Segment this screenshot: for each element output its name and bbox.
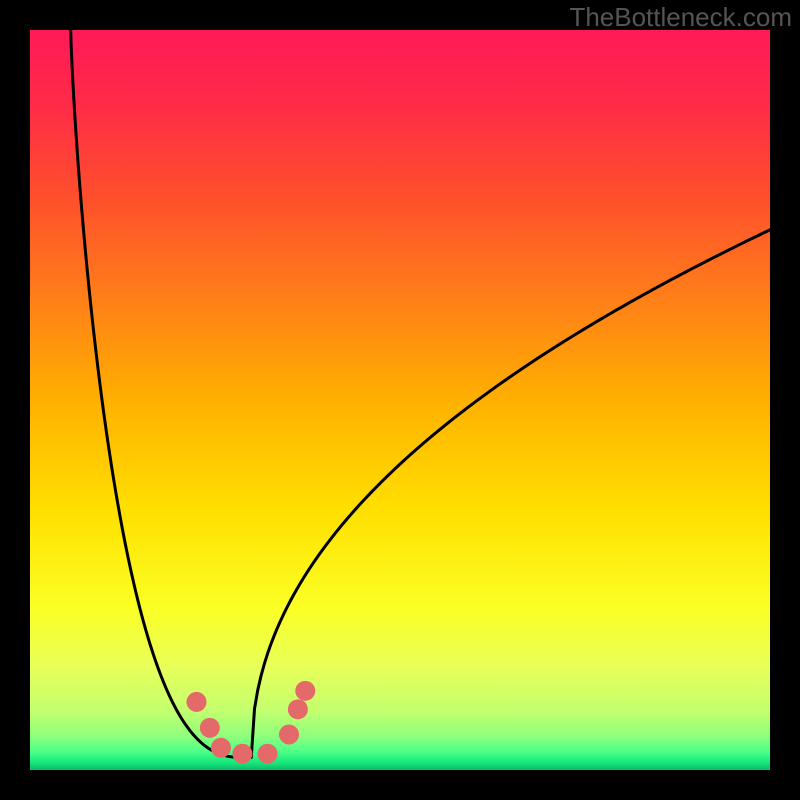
data-marker [288,699,308,719]
plot-svg [30,30,770,770]
watermark-text: TheBottleneck.com [569,2,792,33]
data-marker [187,692,207,712]
data-marker [232,744,252,764]
data-marker [200,718,220,738]
plot-area [30,30,770,770]
data-marker [258,744,278,764]
data-marker [295,681,315,701]
data-marker [211,738,231,758]
gradient-background [30,30,770,770]
data-marker [279,724,299,744]
chart-container: TheBottleneck.com [0,0,800,800]
